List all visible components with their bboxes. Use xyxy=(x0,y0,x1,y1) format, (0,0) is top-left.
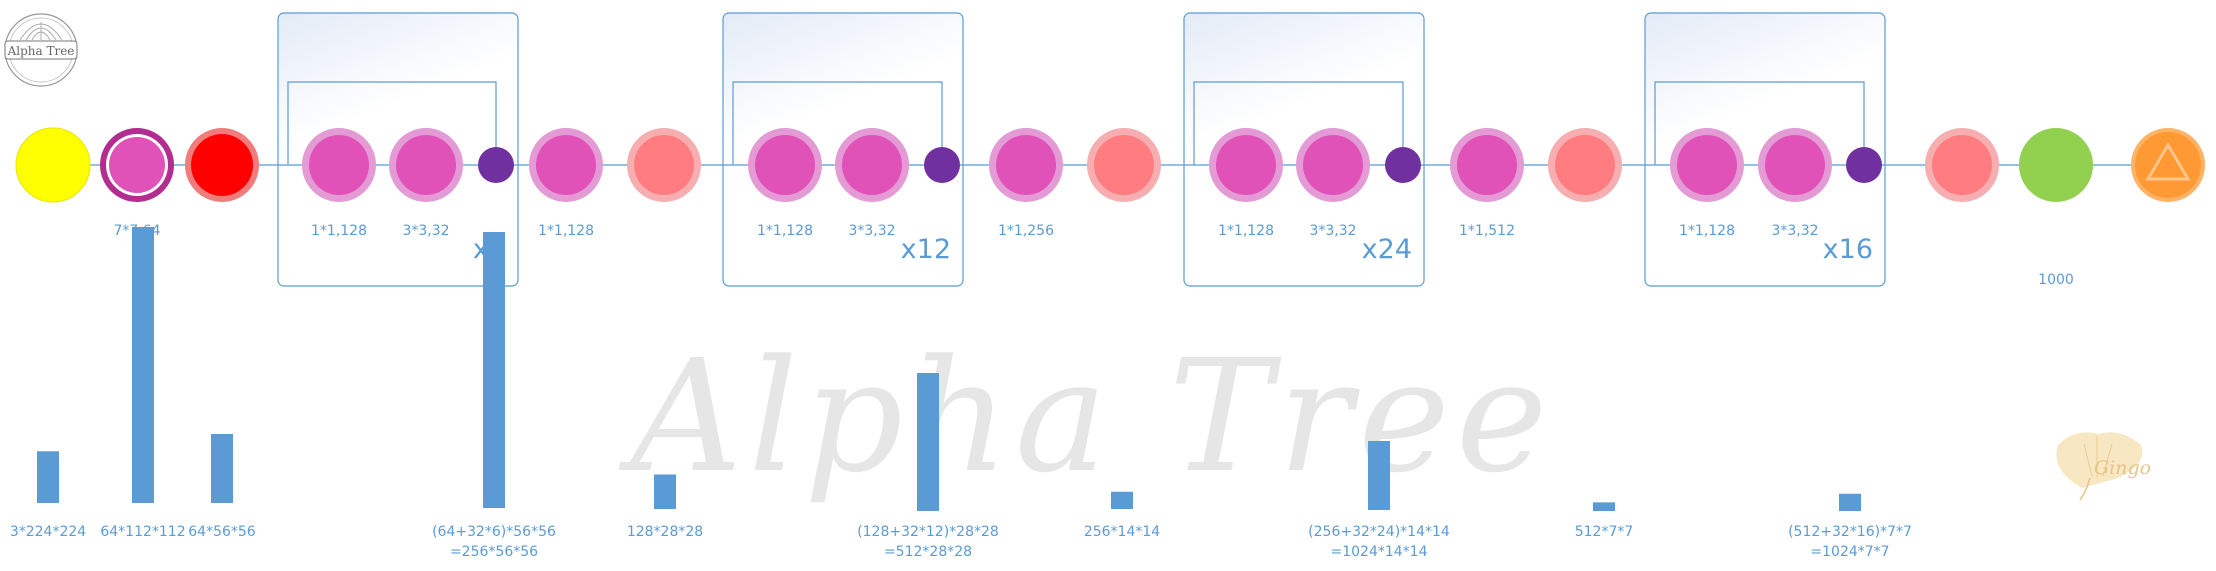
layer-node-conv: 1*1,128 xyxy=(1209,128,1283,239)
node-label: 1*1,256 xyxy=(998,223,1054,239)
feature-map-bars: 3*224*224 64*112*112 64*56*56 (64+32*6)*56*… xyxy=(10,227,1912,560)
skip-connection-line xyxy=(732,81,943,165)
skip-connection-line xyxy=(287,81,497,165)
node-label: 1*1,128 xyxy=(311,223,367,239)
layer-node-input xyxy=(15,127,91,203)
feature-map-label: (64+32*6)*56*56 xyxy=(432,524,556,540)
layer-node-transition xyxy=(627,128,701,202)
node-label: 3*3,32 xyxy=(1771,223,1818,239)
skip-connection-line xyxy=(1193,81,1404,165)
node-label: 1000 xyxy=(2038,272,2074,288)
feature-map-bar xyxy=(1111,491,1133,509)
skip-connection-line xyxy=(1654,81,1865,165)
layer-nodes: 7*7,64 1*1,128 3*3,32 1*1,128 1*1,128 3*3,32 1… xyxy=(15,127,2205,288)
block-repeat-label: x24 xyxy=(1362,234,1412,265)
gingo-signature: Gingo xyxy=(2056,432,2151,501)
feature-map-label: 512*7*7 xyxy=(1575,524,1634,540)
feature-map-label: =512*28*28 xyxy=(884,544,972,560)
feature-map-bar xyxy=(1839,493,1861,511)
layer-node-conv: 1*1,128 xyxy=(529,128,603,239)
layer-node-transition xyxy=(1548,128,1622,202)
feature-map-label: =1024*7*7 xyxy=(1810,544,1889,560)
feature-map-bar xyxy=(1368,441,1390,510)
feature-map-label: (512+32*16)*7*7 xyxy=(1788,524,1912,540)
layer-node-stem: 7*7,64 xyxy=(100,128,174,239)
layer-node-softmax xyxy=(2131,128,2205,202)
feature-map-bar xyxy=(654,474,676,509)
dense-blocks: x6x12x24x16 xyxy=(277,12,1886,287)
layer-node-fc: 1000 xyxy=(2019,128,2093,288)
layer-node-concat xyxy=(924,147,960,183)
layer-node-concat xyxy=(478,147,514,183)
feature-map-label: (128+32*12)*28*28 xyxy=(857,524,999,540)
layer-node-conv: 3*3,32 xyxy=(389,128,463,239)
node-label: 3*3,32 xyxy=(1309,223,1356,239)
node-label: 1*1,128 xyxy=(1679,223,1735,239)
feature-map-label: 3*224*224 xyxy=(10,524,86,540)
layer-node-transition xyxy=(1087,128,1161,202)
layer-node-conv: 3*3,32 xyxy=(1296,128,1370,239)
feature-map-label: =1024*14*14 xyxy=(1331,544,1428,560)
tree-icon xyxy=(19,22,63,41)
feature-map-bar xyxy=(132,227,154,503)
feature-map-label: 64*112*112 xyxy=(100,524,185,540)
layer-node-concat xyxy=(1385,147,1421,183)
layer-node-concat xyxy=(1846,147,1882,183)
layer-node-conv: 1*1,128 xyxy=(1670,128,1744,239)
block-repeat-label: x12 xyxy=(901,234,951,265)
layer-node-conv: 3*3,32 xyxy=(1758,128,1832,239)
triangle-icon xyxy=(2145,142,2191,181)
layer-node-conv: 1*1,128 xyxy=(748,128,822,239)
feature-map-bar xyxy=(211,434,233,503)
feature-map-bar xyxy=(917,373,939,511)
node-label: 1*1,128 xyxy=(538,223,594,239)
layer-node-conv: 3*3,32 xyxy=(835,128,909,239)
node-label: 3*3,32 xyxy=(848,223,895,239)
feature-map-bar xyxy=(37,451,59,503)
node-label: 3*3,32 xyxy=(402,223,449,239)
ginkgo-leaf-icon xyxy=(2056,432,2143,501)
feature-map-label: 64*56*56 xyxy=(188,524,256,540)
layer-node-conv: 1*1,256 xyxy=(989,128,1063,239)
gingo-text: Gingo xyxy=(2094,457,2151,479)
feature-map-bar xyxy=(1593,502,1615,511)
alpha-tree-logo: Alpha Tree xyxy=(4,13,78,87)
feature-map-bar xyxy=(483,232,505,508)
watermark-text: Alpha Tree xyxy=(618,326,1553,507)
logo-text: Alpha Tree xyxy=(7,44,75,58)
feature-map-label: (256+32*24)*14*14 xyxy=(1308,524,1450,540)
layer-node-conv: 1*1,512 xyxy=(1450,128,1524,239)
layer-node-conv: 1*1,128 xyxy=(302,128,376,239)
feature-map-label: 128*28*28 xyxy=(627,524,703,540)
feature-map-label: =256*56*56 xyxy=(450,544,538,560)
feature-map-label: 256*14*14 xyxy=(1084,524,1160,540)
node-label: 1*1,128 xyxy=(1218,223,1274,239)
block-repeat-label: x16 xyxy=(1823,234,1873,265)
node-label: 1*1,512 xyxy=(1459,223,1515,239)
layer-node-pool xyxy=(185,128,259,202)
layer-node-transition xyxy=(1925,128,1999,202)
node-label: 1*1,128 xyxy=(757,223,813,239)
